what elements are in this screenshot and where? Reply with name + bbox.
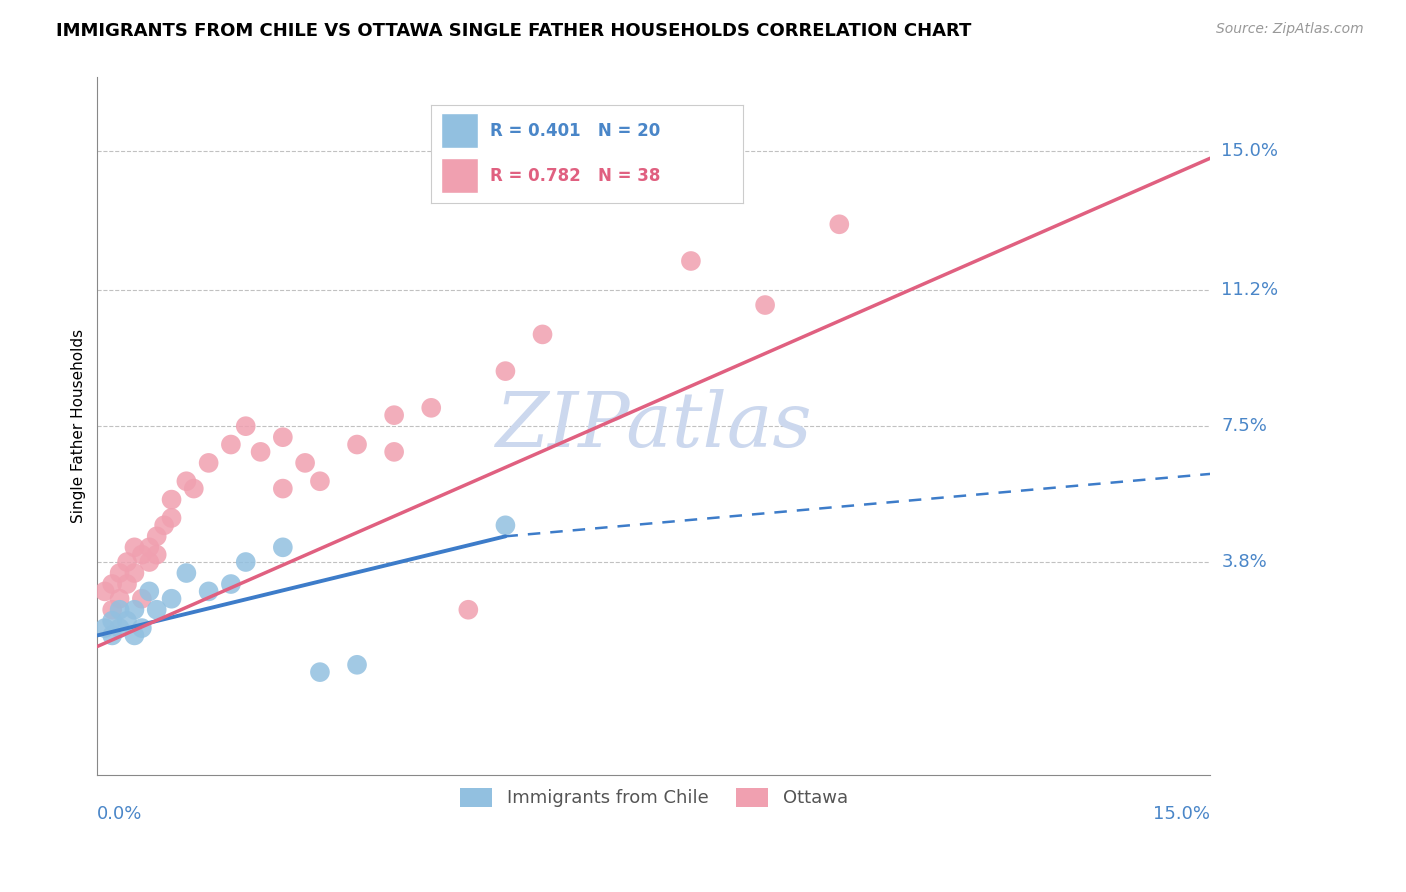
Point [145,603,167,617]
Point [145,548,167,562]
Point [828,217,851,231]
Point [309,475,332,489]
Point [153,518,176,533]
Point [176,566,198,580]
Point [101,603,124,617]
Point [271,541,294,555]
Point [176,475,198,489]
Point [101,628,124,642]
Point [183,482,205,496]
Point [108,591,131,606]
Point [138,584,160,599]
Text: 3.8%: 3.8% [1222,553,1267,571]
Point [219,577,242,591]
Text: 7.5%: 7.5% [1222,417,1267,435]
Point [124,603,146,617]
Point [382,408,405,422]
Point [101,577,124,591]
Text: 11.2%: 11.2% [1222,281,1278,300]
Point [115,555,138,569]
Point [138,555,160,569]
Point [160,492,183,507]
Y-axis label: Single Father Households: Single Father Households [72,329,86,524]
Point [271,430,294,444]
Text: 15.0%: 15.0% [1222,142,1278,160]
Point [219,437,242,451]
Point [197,456,219,470]
Point [294,456,316,470]
Point [382,445,405,459]
Point [131,591,153,606]
Point [494,364,516,378]
Text: Source: ZipAtlas.com: Source: ZipAtlas.com [1216,22,1364,37]
Point [346,657,368,672]
Point [679,254,702,268]
Point [94,621,117,635]
Point [754,298,776,312]
Point [160,511,183,525]
Point [108,621,131,635]
Point [101,614,124,628]
Point [115,577,138,591]
Point [494,518,516,533]
Point [235,555,257,569]
Point [309,665,332,680]
Point [160,591,183,606]
Point [346,437,368,451]
Point [138,541,160,555]
Legend: Immigrants from Chile, Ottawa: Immigrants from Chile, Ottawa [453,780,855,814]
Point [124,628,146,642]
Point [271,482,294,496]
Point [420,401,443,415]
Point [197,584,219,599]
Text: IMMIGRANTS FROM CHILE VS OTTAWA SINGLE FATHER HOUSEHOLDS CORRELATION CHART: IMMIGRANTS FROM CHILE VS OTTAWA SINGLE F… [56,22,972,40]
Point [131,621,153,635]
Text: 15.0%: 15.0% [1153,805,1211,823]
Point [115,614,138,628]
Text: ZIPatlas: ZIPatlas [495,389,813,463]
Point [235,419,257,434]
Point [457,603,479,617]
Point [145,529,167,543]
Point [249,445,271,459]
Point [108,603,131,617]
Text: 0.0%: 0.0% [97,805,143,823]
Point [131,548,153,562]
Point [108,566,131,580]
Point [124,541,146,555]
Point [531,327,554,342]
Point [94,584,117,599]
Point [124,566,146,580]
